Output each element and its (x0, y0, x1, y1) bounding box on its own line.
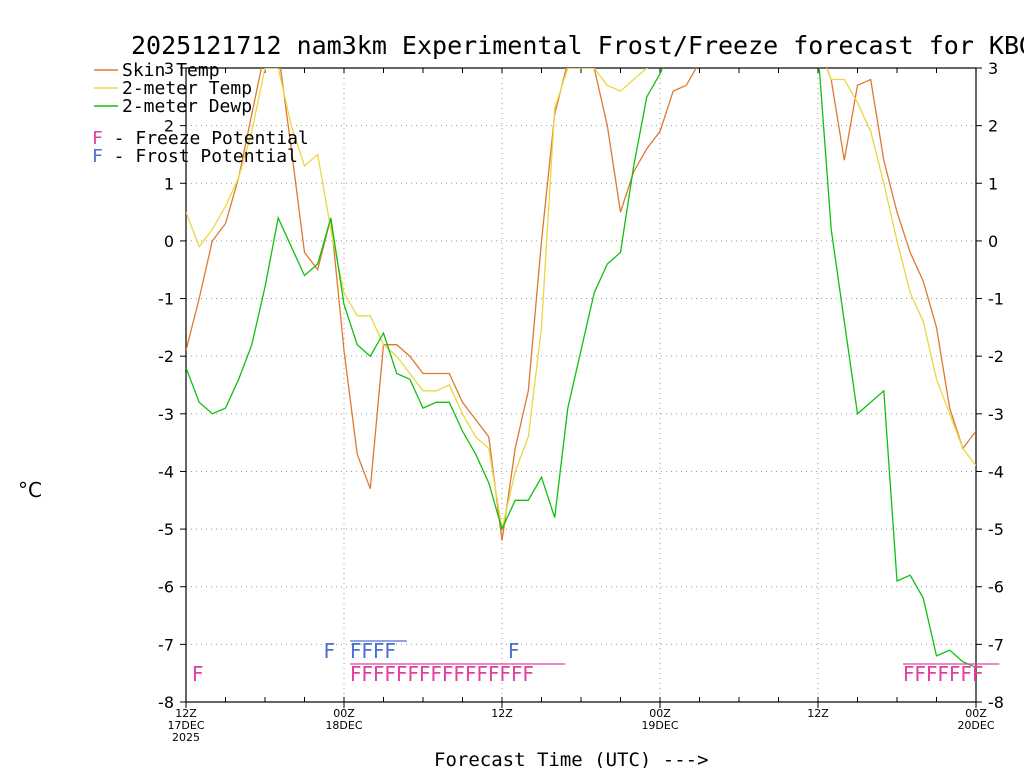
y-tick-label-right: -8 (988, 693, 1004, 712)
y-tick-label-right: -6 (988, 578, 1004, 597)
y-tick-label-left: 1 (164, 174, 174, 193)
series-line-2-meter-temp (186, 68, 976, 530)
frost-flag: FFFF (350, 639, 396, 663)
y-tick-label-left: -2 (158, 347, 174, 366)
series-lines (186, 68, 976, 668)
legend-entry: Skin Temp (122, 60, 220, 81)
freeze-flag: FFFFFFF (903, 662, 984, 686)
x-tick-label: 2025 (172, 731, 200, 744)
y-tick-label-left: -3 (158, 405, 174, 424)
legend-freeze-potential: F - Freeze Potential (92, 128, 309, 149)
series-line-skin-temp (186, 68, 976, 541)
legend-entry: 2-meter Temp (122, 78, 252, 99)
x-tick-label: 18DEC (325, 719, 362, 732)
x-tick-label: 00Z (965, 707, 987, 720)
x-tick-label: 17DEC (167, 719, 204, 732)
y-tick-label-right: -1 (988, 290, 1004, 309)
y-tick-label-right: 3 (988, 59, 998, 78)
series-line-2-meter-dewp (186, 68, 976, 668)
frost-freeze-flags: F FFFF FF FFFFFFFFFFFFFFFF FFFFFFF (192, 639, 1000, 686)
y-tick-label-right: 1 (988, 174, 998, 193)
freeze-flag: FFFFFFFFFFFFFFFF (350, 662, 534, 686)
y-tick-label-left: -4 (158, 462, 174, 481)
frost-flag: F (324, 639, 336, 663)
y-tick-label-left: -8 (158, 693, 174, 712)
y-tick-label-left: -7 (158, 635, 174, 654)
frost-flag: F (508, 639, 520, 663)
y-tick-label-right: -3 (988, 405, 1004, 424)
grid-lines (186, 68, 976, 702)
y-tick-label-left: -5 (158, 520, 174, 539)
y-axis-label: °C (18, 478, 42, 502)
y-tick-label-right: 2 (988, 117, 998, 136)
y-tick-label-left: 0 (164, 232, 174, 251)
legend-frost-potential: F - Frost Potential (92, 146, 298, 167)
y-tick-label-left: 3 (164, 59, 174, 78)
y-tick-label-left: 2 (164, 117, 174, 136)
y-tick-label-left: -1 (158, 290, 174, 309)
x-tick-label: 20DEC (957, 719, 994, 732)
x-tick-label: 12Z (807, 707, 829, 720)
x-tick-label: 19DEC (641, 719, 678, 732)
legend-entry: 2-meter Dewp (122, 96, 252, 117)
y-tick-label-right: -2 (988, 347, 1004, 366)
y-tick-label-left: -6 (158, 578, 174, 597)
x-tick-label: 12Z (491, 707, 513, 720)
x-tick-label: 12Z (175, 707, 197, 720)
x-axis-label: Forecast Time (UTC) ---> (434, 749, 709, 768)
plot-frame (185, 67, 977, 703)
y-tick-label-right: -5 (988, 520, 1004, 539)
x-tick-label: 00Z (649, 707, 671, 720)
freeze-flag: F (192, 662, 204, 686)
y-tick-label-right: -4 (988, 462, 1004, 481)
y-axis-ticks: -8 -8 -7 -7 -6 -6 -5 -5 -4 -4 -3 -3 -2 -2 -1 -1 0 0 1 1 2 2 3 3 (158, 59, 1004, 712)
y-tick-label-right: 0 (988, 232, 998, 251)
y-tick-label-right: -7 (988, 635, 1004, 654)
chart-title: 2025121712 nam3km Experimental Frost/Fre… (131, 31, 1024, 60)
x-tick-label: 00Z (333, 707, 355, 720)
